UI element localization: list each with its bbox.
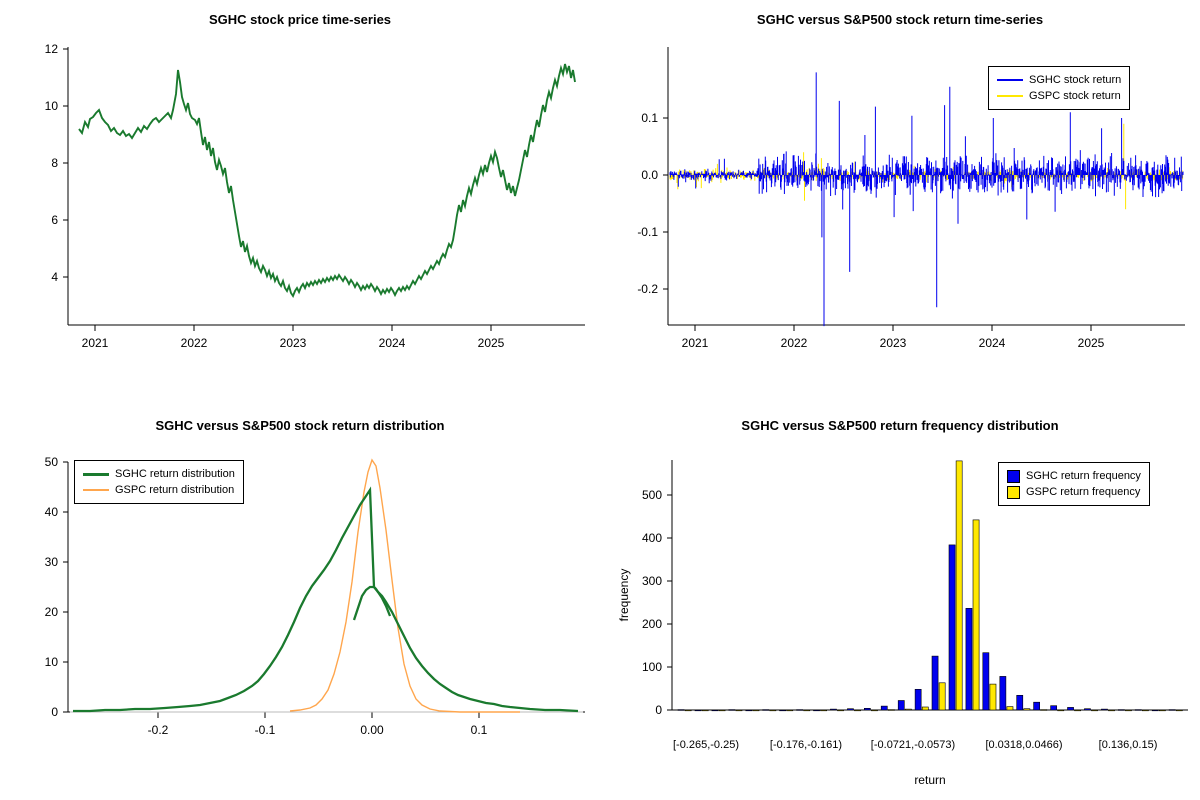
legend-item: GSPC return distribution	[83, 482, 235, 498]
svg-text:[-0.0721,-0.0573): [-0.0721,-0.0573)	[871, 739, 955, 751]
legend-label-sghc: SGHC return distribution	[115, 468, 235, 480]
panel-sghc-vs-sp500-return-timeseries: SGHC versus S&P500 stock return time-ser…	[600, 0, 1200, 400]
plot-return-frequency: 0 100 200 300 400 500 frequency return [-0.2…	[617, 460, 1188, 787]
svg-text:[-0.265,-0.25): [-0.265,-0.25)	[673, 739, 739, 751]
legend-label-sghc: SGHC stock return	[1029, 74, 1122, 86]
svg-text:-0.2: -0.2	[148, 723, 169, 737]
legend-label-gspc: GSPC return distribution	[115, 484, 235, 496]
svg-text:200: 200	[642, 617, 662, 631]
legend-item: SGHC return distribution	[83, 466, 235, 482]
svg-text:-0.2: -0.2	[637, 282, 658, 296]
svg-text:12: 12	[45, 42, 59, 56]
panel-return-frequency: SGHC versus S&P500 return frequency dist…	[600, 400, 1200, 800]
svg-text:-0.1: -0.1	[637, 225, 658, 239]
svg-text:2021: 2021	[682, 336, 709, 350]
svg-text:2024: 2024	[379, 336, 406, 350]
svg-text:10: 10	[45, 655, 59, 669]
svg-text:500: 500	[642, 488, 662, 502]
legend-return-distribution: SGHC return distribution GSPC return dis…	[74, 460, 244, 504]
svg-text:30: 30	[45, 555, 59, 569]
legend-swatch-sghc	[83, 472, 109, 476]
svg-text:-0.1: -0.1	[255, 723, 276, 737]
legend-label-gspc: GSPC stock return	[1029, 90, 1121, 102]
panel-sghc-price-timeseries: SGHC stock price time-series 4 6 8 10 12	[0, 0, 600, 400]
panel-title: SGHC versus S&P500 stock return distribu…	[155, 418, 445, 433]
legend-label-sghc: SGHC return frequency	[1026, 470, 1141, 482]
svg-text:300: 300	[642, 574, 662, 588]
svg-text:6: 6	[51, 213, 58, 227]
svg-text:0.00: 0.00	[360, 723, 384, 737]
legend-return-frequency: SGHC return frequency GSPC return freque…	[998, 462, 1150, 506]
panel-title: SGHC versus S&P500 return frequency dist…	[741, 418, 1059, 433]
svg-text:0: 0	[51, 705, 58, 719]
svg-text:10: 10	[45, 99, 59, 113]
legend-swatch-sghc	[1007, 469, 1020, 483]
svg-text:2024: 2024	[979, 336, 1006, 350]
legend-swatch-gspc	[83, 489, 109, 491]
svg-text:50: 50	[45, 455, 59, 469]
plot-return-distribution: 0 10 20 30 40 50 -0.2 -0.1 0.00 0.1	[45, 455, 585, 737]
plot-sghc-price: 4 6 8 10 12 2021 2022 2023 2024 2025	[45, 42, 585, 350]
legend-swatch-gspc	[997, 95, 1023, 97]
panel-return-distribution: SGHC versus S&P500 stock return distribu…	[0, 400, 600, 800]
x-axis-label: return	[914, 773, 945, 787]
svg-text:2023: 2023	[280, 336, 307, 350]
svg-text:100: 100	[642, 660, 662, 674]
svg-text:2022: 2022	[781, 336, 808, 350]
panel-title: SGHC stock price time-series	[208, 12, 392, 27]
legend-item: GSPC stock return	[997, 88, 1121, 104]
legend-item: GSPC return frequency	[1007, 484, 1141, 500]
y-axis-label: frequency	[617, 569, 631, 622]
svg-text:20: 20	[45, 605, 59, 619]
plot-return-timeseries: -0.2 -0.1 0.0 0.1 2021 2022 2023 2024 2025	[637, 47, 1185, 350]
legend-swatch-gspc	[1007, 485, 1020, 499]
svg-text:2023: 2023	[880, 336, 907, 350]
legend-item: SGHC stock return	[997, 72, 1121, 88]
svg-text:4: 4	[51, 270, 58, 284]
svg-text:[0.136,0.15): [0.136,0.15)	[1099, 739, 1158, 751]
svg-text:0.0: 0.0	[641, 168, 658, 182]
svg-text:2021: 2021	[82, 336, 109, 350]
legend-item: SGHC return frequency	[1007, 468, 1141, 484]
svg-text:2025: 2025	[1078, 336, 1105, 350]
svg-text:400: 400	[642, 531, 662, 545]
svg-text:0.1: 0.1	[641, 111, 658, 125]
legend-return-timeseries: SGHC stock return GSPC stock return	[988, 66, 1131, 110]
svg-text:0.1: 0.1	[471, 723, 488, 737]
panel-title: SGHC versus S&P500 stock return time-ser…	[756, 12, 1044, 27]
svg-text:2022: 2022	[181, 336, 208, 350]
svg-text:0: 0	[655, 703, 662, 717]
svg-text:2025: 2025	[478, 336, 505, 350]
legend-label-gspc: GSPC return frequency	[1026, 486, 1141, 498]
svg-text:[-0.176,-0.161): [-0.176,-0.161)	[770, 739, 842, 751]
svg-text:[0.0318,0.0466): [0.0318,0.0466)	[985, 739, 1062, 751]
svg-text:40: 40	[45, 505, 59, 519]
legend-swatch-sghc	[997, 79, 1023, 81]
svg-text:8: 8	[51, 156, 58, 170]
